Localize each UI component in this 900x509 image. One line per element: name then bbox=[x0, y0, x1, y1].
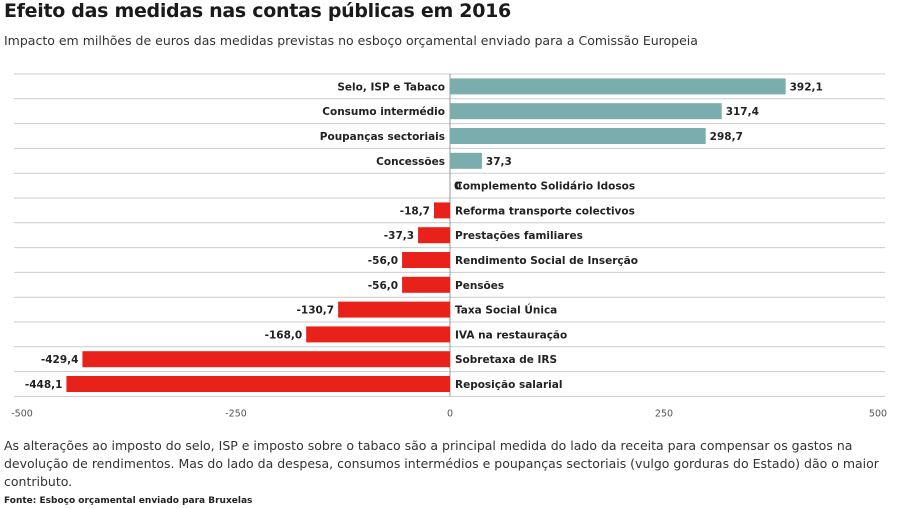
data-label: 298,7 bbox=[710, 131, 743, 143]
category-label: Reforma transporte colectivos bbox=[455, 205, 635, 217]
bar bbox=[402, 252, 450, 268]
data-label: -37,3 bbox=[384, 230, 414, 242]
data-label: -429,4 bbox=[41, 354, 79, 366]
bar bbox=[66, 376, 451, 392]
bar bbox=[306, 326, 450, 343]
category-label: Consumo intermédio bbox=[322, 106, 445, 118]
x-tick-label: -500 bbox=[11, 408, 33, 419]
chart-note: As alterações ao imposto do selo, ISP e … bbox=[4, 438, 879, 489]
category-label: Concessões bbox=[376, 156, 445, 168]
category-label: Poupanças sectoriais bbox=[320, 131, 445, 143]
data-label: 392,1 bbox=[790, 81, 823, 93]
category-label: IVA na restauração bbox=[455, 329, 567, 341]
bar-chart: Selo, ISP e Tabaco 392,1 Consumo intermédi… bbox=[11, 73, 887, 419]
chart-subtitle: Impacto em milhões de euros das medidas … bbox=[4, 33, 698, 48]
data-label: -56,0 bbox=[368, 280, 398, 292]
bar bbox=[402, 276, 450, 293]
bar bbox=[433, 202, 450, 219]
x-tick-label: 0 bbox=[447, 408, 453, 419]
category-label: Pensões bbox=[455, 280, 504, 292]
category-label: Rendimento Social de Inserção bbox=[455, 255, 638, 267]
data-label: -168,0 bbox=[265, 329, 303, 341]
data-label: 317,4 bbox=[726, 106, 759, 118]
bar bbox=[450, 78, 786, 95]
category-label: Selo, ISP e Tabaco bbox=[337, 81, 445, 93]
bar bbox=[418, 227, 450, 244]
bar bbox=[338, 301, 450, 318]
data-label: -448,1 bbox=[25, 379, 63, 391]
data-label: -18,7 bbox=[400, 205, 430, 217]
data-label: 37,3 bbox=[486, 156, 512, 168]
x-tick-label: 250 bbox=[655, 408, 673, 419]
x-tick-label: -250 bbox=[225, 408, 247, 419]
bar bbox=[82, 351, 451, 368]
bar bbox=[450, 103, 722, 120]
source-credit: Fonte: Esboço orçamental enviado para Br… bbox=[4, 496, 253, 506]
data-label: -56,0 bbox=[368, 255, 398, 267]
category-label: Prestações familiares bbox=[455, 230, 583, 242]
category-label: Taxa Social Única bbox=[455, 304, 557, 317]
bar bbox=[450, 152, 482, 169]
chart-title: Efeito das medidas nas contas públicas e… bbox=[4, 0, 511, 22]
data-label: -130,7 bbox=[297, 305, 335, 317]
category-label: Complemento Solidário Idosos bbox=[455, 181, 635, 193]
bar bbox=[450, 128, 706, 144]
data-label: 0 bbox=[454, 181, 461, 193]
category-label: Sobretaxa de IRS bbox=[455, 354, 557, 366]
category-label: Reposição salarial bbox=[455, 379, 562, 391]
x-tick-label: 500 bbox=[869, 408, 887, 419]
